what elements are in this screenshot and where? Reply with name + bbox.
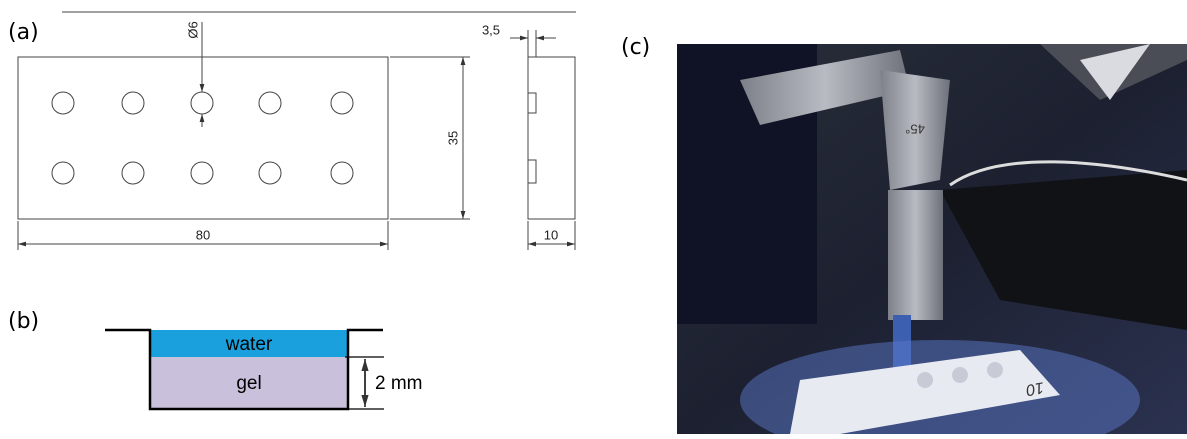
- photo: 45° 10: [677, 44, 1187, 434]
- dim-text: 10: [544, 227, 558, 242]
- dim-text: 80: [196, 227, 210, 242]
- layer-text: water: [225, 334, 273, 355]
- dim-text: 2 mm: [375, 373, 423, 394]
- panel-label: (a): [8, 20, 39, 45]
- plate-top-view: [18, 57, 388, 219]
- dim-text: 3,5: [482, 22, 500, 37]
- figure: (a) Ø6 35 3,5 80 10 (b) water gel 2 mm (…: [0, 0, 1187, 434]
- panel-label: (c): [621, 35, 650, 60]
- photo-text: 45°: [905, 122, 925, 137]
- page: (a) Ø6 35 3,5 80 10 (b) water gel 2 mm (…: [0, 0, 1187, 434]
- side-holes: [528, 93, 536, 183]
- dim-text: 35: [445, 131, 460, 145]
- holes: [52, 92, 353, 184]
- panel-label: (b): [8, 309, 39, 334]
- dim-text: Ø6: [185, 21, 200, 38]
- layer-text: gel: [236, 373, 261, 394]
- photo-text: 10: [1025, 378, 1046, 398]
- plate-side-view: [528, 57, 575, 219]
